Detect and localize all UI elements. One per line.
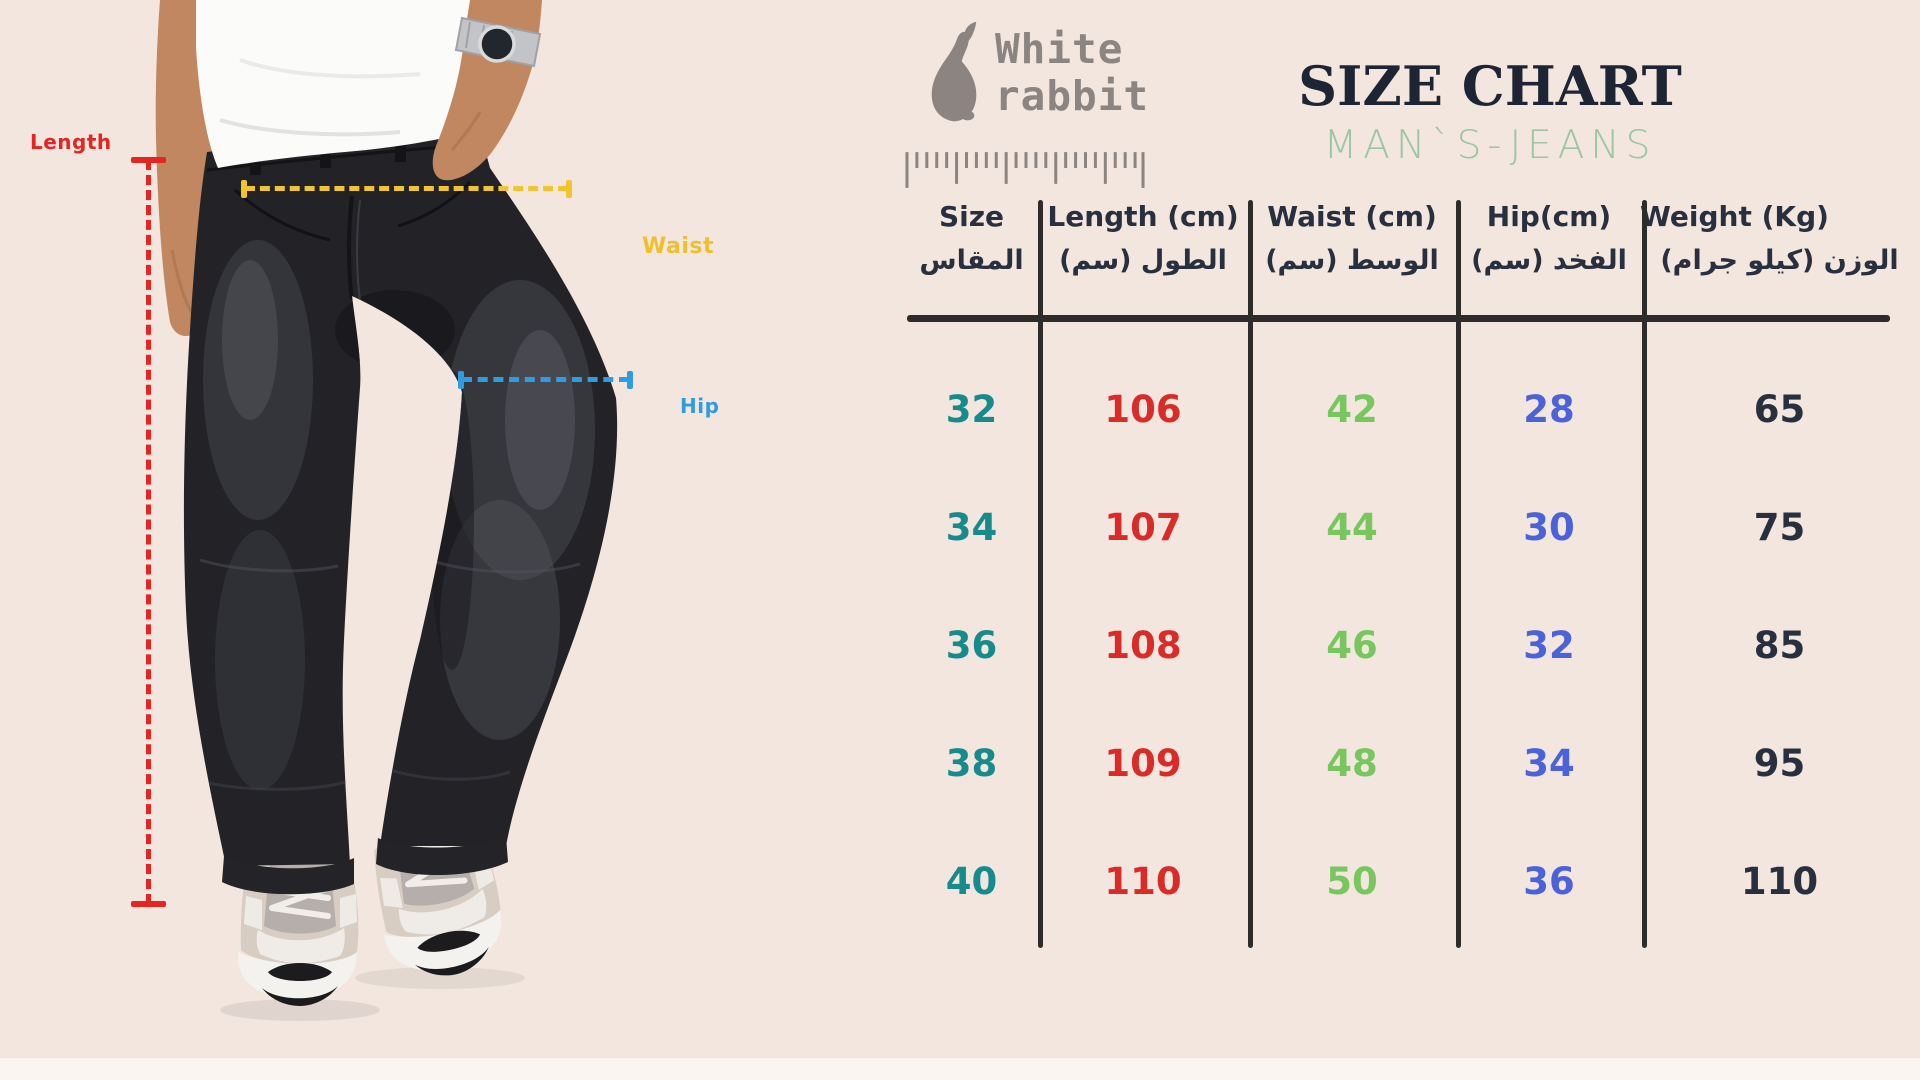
page-title: SIZE CHART (1298, 54, 1682, 118)
cell-length: 109 (1104, 741, 1182, 785)
wrist-watch-icon (454, 16, 542, 68)
waist-measure-line (245, 186, 568, 191)
cell-hip: 32 (1523, 623, 1575, 667)
column-divider-size-length (1038, 200, 1043, 948)
header-weight-en: Weight (Kg) (1640, 200, 1829, 233)
column-divider-length-waist (1248, 200, 1253, 948)
model-illustration (155, 0, 618, 1021)
cell-hip: 36 (1523, 859, 1575, 903)
column-header-hip: Hip(cm) الفخد (سم) (1456, 198, 1642, 318)
cell-size: 32 (945, 387, 998, 431)
header-weight-ar: الوزن (كيلو جرام) (1660, 245, 1899, 276)
t-shirt (196, 0, 483, 168)
cell-length: 107 (1104, 505, 1182, 549)
cell-size: 40 (945, 859, 998, 903)
bottom-strip (0, 1058, 1920, 1080)
header-waist-en: Waist (cm) (1267, 200, 1437, 233)
cell-size: 38 (945, 741, 998, 785)
hip-line-right-cap (627, 371, 633, 389)
cell-waist: 42 (1326, 387, 1378, 431)
column-header-size: Size المقاس (905, 198, 1038, 318)
cell-hip: 30 (1523, 505, 1575, 549)
column-header-waist: Waist (cm) الوسط (سم) (1248, 198, 1456, 318)
cell-length: 110 (1104, 859, 1182, 903)
cell-waist: 48 (1326, 741, 1378, 785)
cell-weight: 110 (1740, 859, 1819, 903)
cell-waist: 44 (1326, 505, 1378, 549)
header-length-en: Length (cm) (1047, 200, 1239, 233)
column-header-weight: Weight (Kg) الوزن (كيلو جرام) (1640, 198, 1917, 318)
length-line-bottom-cap (131, 901, 166, 907)
rabbit-icon (931, 21, 977, 122)
model-photo: Length Waist Hip (0, 0, 740, 1080)
cell-hip: 28 (1523, 387, 1575, 431)
cell-waist: 50 (1326, 859, 1378, 903)
hip-line-left-cap (458, 371, 464, 389)
waist-line-right-cap (566, 180, 572, 198)
header-size-ar: المقاس (919, 245, 1024, 276)
header-hip-ar: الفخد (سم) (1471, 245, 1627, 276)
column-divider-hip-weight (1642, 200, 1647, 948)
header-length-ar: الطول (سم) (1059, 245, 1227, 276)
table-header-rule (907, 315, 1890, 322)
page-subtitle: MAN`S-JEANS (1323, 122, 1657, 168)
waist-line-left-cap (241, 180, 247, 198)
cell-weight: 85 (1753, 623, 1806, 667)
cell-size: 34 (945, 505, 998, 549)
column-header-length: Length (cm) الطول (سم) (1038, 198, 1248, 318)
jeans (183, 127, 618, 866)
size-table-header: Size المقاس Length (cm) الطول (سم) Waist… (905, 198, 1917, 318)
brand-name: White rabbit (995, 26, 1149, 120)
title-block: SIZE CHART MAN`S-JEANS (1290, 58, 1690, 168)
cell-weight: 95 (1753, 741, 1806, 785)
cell-length: 106 (1104, 387, 1182, 431)
length-measure-line (146, 160, 151, 904)
model-right-hand (432, 0, 542, 181)
length-annotation-label: Length (30, 130, 112, 154)
hip-measure-line (462, 377, 629, 382)
column-divider-waist-hip (1456, 200, 1461, 948)
waist-annotation-label: Waist (642, 234, 714, 259)
cell-waist: 46 (1326, 623, 1378, 667)
ruler-icon (905, 152, 1145, 188)
brand-name-line2: rabbit (995, 72, 1150, 120)
cell-hip: 34 (1523, 741, 1575, 785)
brand-name-line1: White (995, 25, 1124, 73)
header-hip-en: Hip(cm) (1486, 200, 1612, 233)
header-waist-ar: الوسط (سم) (1265, 245, 1439, 276)
cell-length: 108 (1104, 623, 1182, 667)
cell-weight: 75 (1753, 505, 1806, 549)
cell-weight: 65 (1753, 387, 1806, 431)
header-size-en: Size (938, 200, 1005, 233)
size-table-body: 32 106 42 28 65 34 107 44 30 75 36 108 4… (905, 350, 1917, 940)
length-line-top-cap (131, 157, 166, 163)
cell-size: 36 (945, 623, 998, 667)
hip-annotation-label: Hip (680, 394, 720, 418)
